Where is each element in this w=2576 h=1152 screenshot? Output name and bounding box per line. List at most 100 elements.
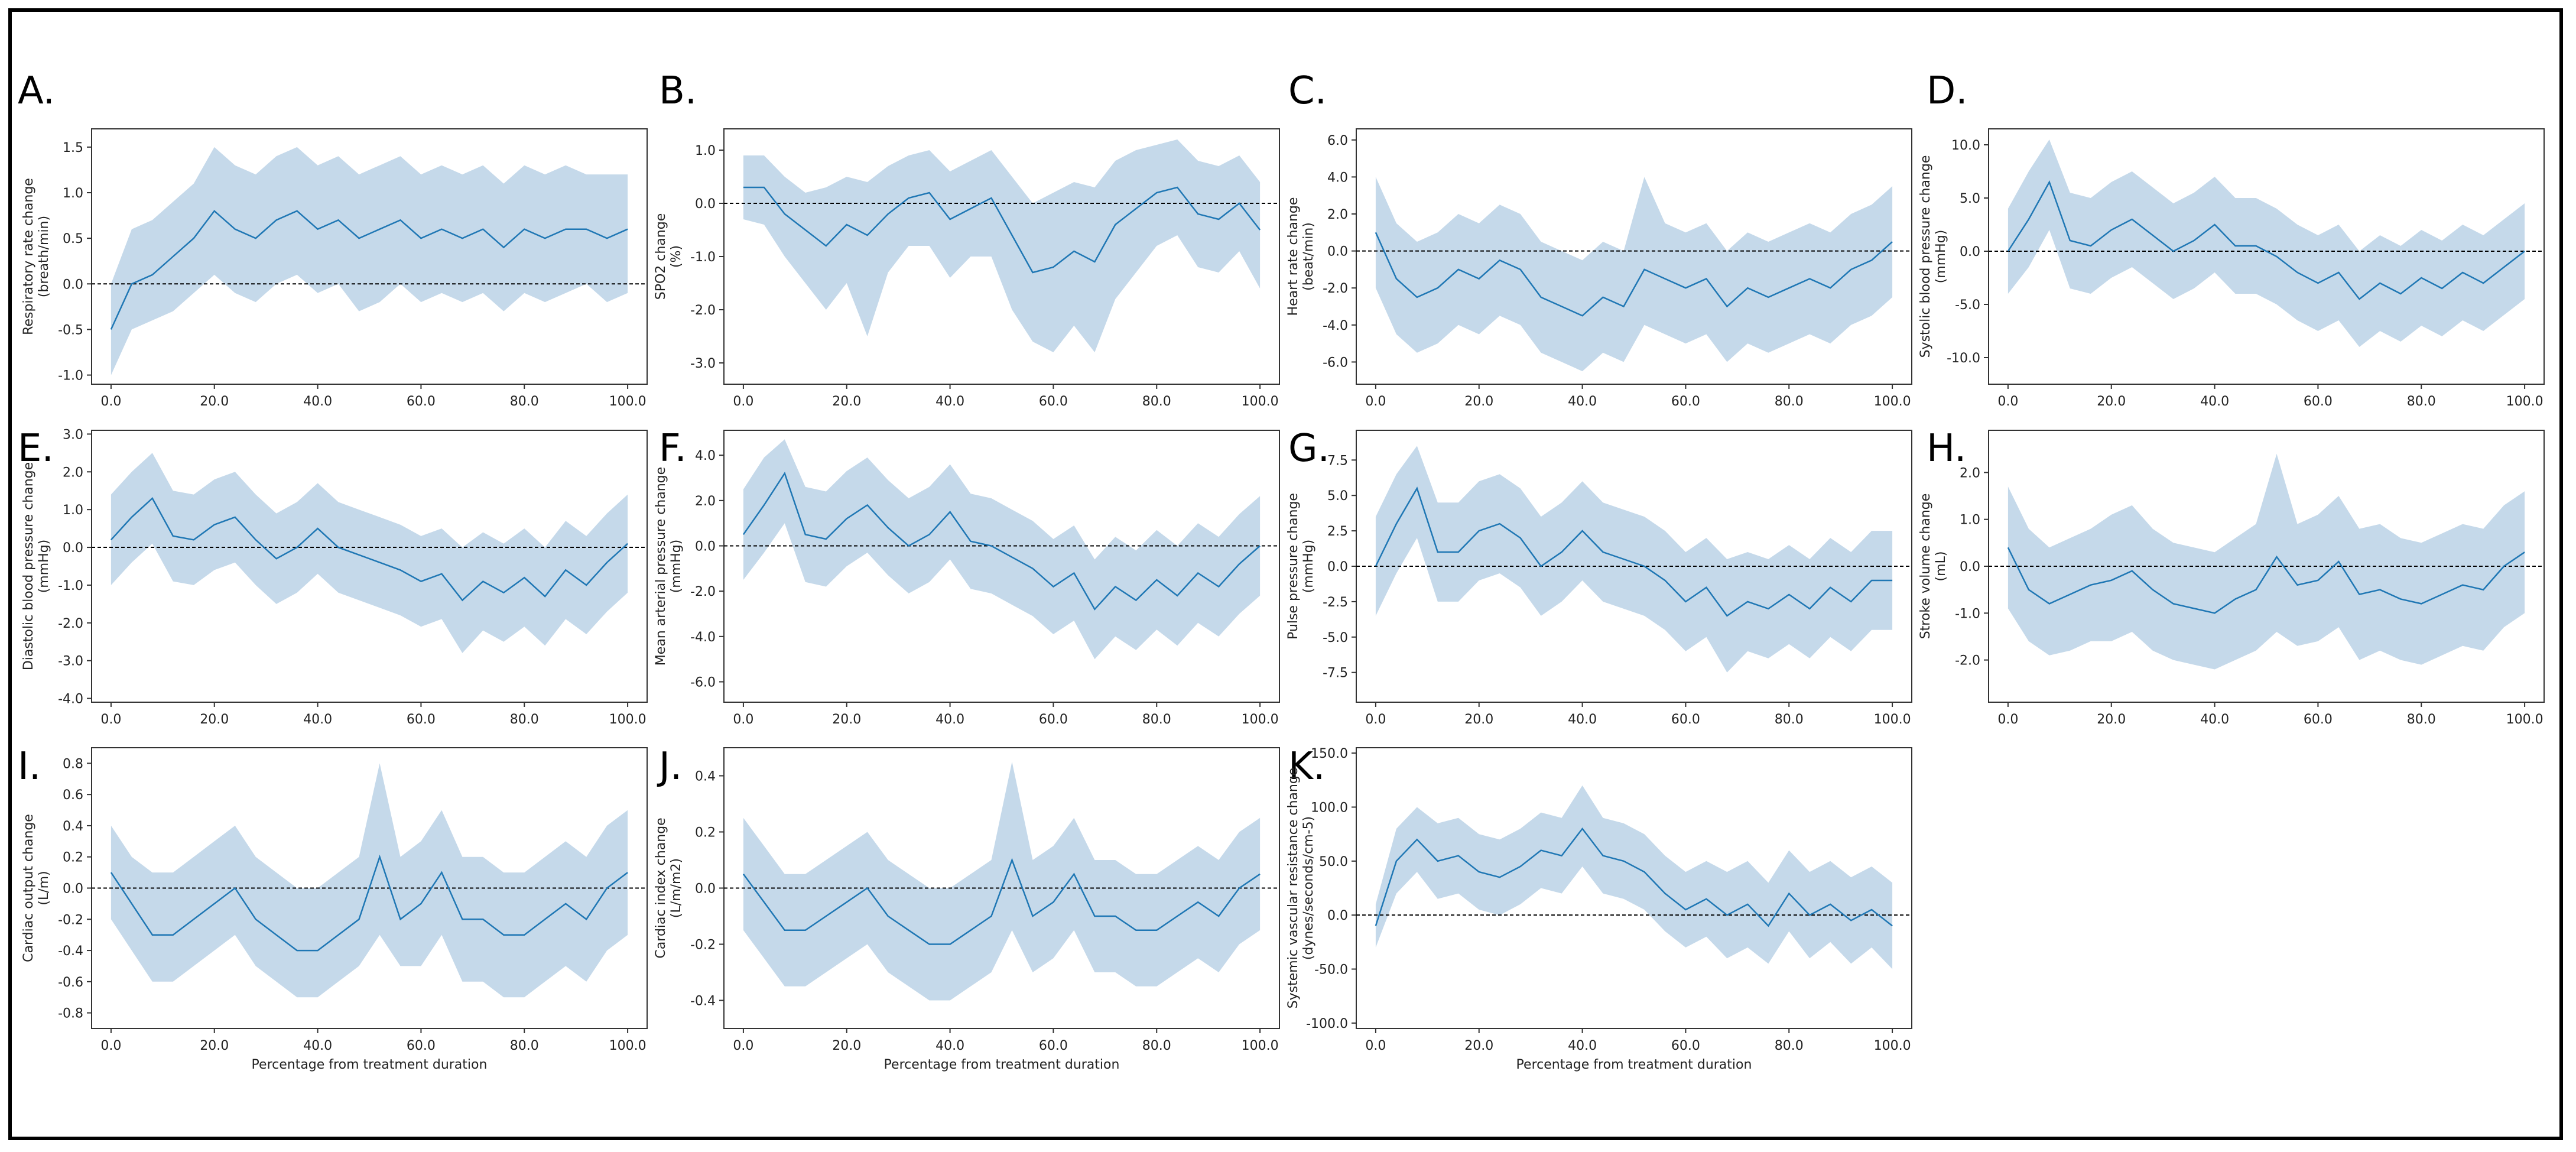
x-tick-label: 60.0 [1671,394,1700,409]
y-tick-label: -7.5 [1323,666,1348,681]
mean-line [2007,180,2525,300]
x-tick-label: 20.0 [832,394,861,409]
x-tick-label: 20.0 [200,1039,229,1053]
y-tick-label: -6.0 [690,676,716,690]
y-tick-label: -0.2 [690,938,716,953]
x-tick-label: 20.0 [2097,712,2126,727]
y-tick-label: 0.4 [695,770,716,784]
x-tick-label: 100.0 [1874,1039,1911,1053]
x-tick-label: 20.0 [1464,1039,1493,1053]
mean-line [1375,486,1893,617]
confidence-band [111,763,628,998]
y-tick-label: 0.2 [63,851,83,865]
y-tick-label: 50.0 [1319,855,1348,869]
axes-frame [1356,128,1912,385]
x-tick-label: 80.0 [510,394,539,409]
mean-line [2007,547,2525,614]
x-tick-label: 20.0 [832,1039,861,1053]
y-tick-label: -0.4 [690,994,716,1009]
chart-panel-c: C. 0.0 20.0 40.0 60.0 80.0 100.0 -6.0 -4.0 -2.0 0.… [1286,69,1912,409]
mean-line [743,186,1261,274]
x-tick-label: 20.0 [2097,394,2126,409]
y-tick-label: -5.0 [1955,298,1980,313]
y-tick-label: 0.0 [1327,245,1348,259]
y-tick-label: -10.0 [1947,351,1980,366]
y-tick-label: 1.0 [63,186,83,201]
x-tick-label: 20.0 [1464,712,1493,727]
y-axis-label: Stroke volume change(mL) [1918,494,1948,640]
y-tick-label: 0.0 [695,540,716,554]
y-tick-label: 10.0 [1951,138,1980,153]
y-tick-label: -2.0 [58,616,83,631]
x-tick-label: 0.0 [100,1039,121,1053]
y-tick-label: 0.0 [1960,245,1980,259]
x-tick-label: 40.0 [1568,1039,1597,1053]
confidence-band [1375,785,1893,969]
panel-letter: F. [659,427,687,470]
x-tick-label: 20.0 [200,394,229,409]
y-tick-label: 0.0 [63,277,83,292]
confidence-band [743,761,1261,1001]
y-tick-label: -3.0 [690,356,716,371]
y-tick-label: -0.5 [58,323,83,338]
mean-line [110,497,628,602]
chart-panel-j: J. 0.0 20.0 40.0 60.0 80.0 100.0 -0.4 -0.2 0.0 0.2… [654,745,1280,1072]
x-tick-label: 80.0 [1142,1039,1171,1053]
axes-frame [91,430,648,703]
y-tick-label: -2.0 [690,303,716,318]
x-tick-label: 100.0 [609,1039,647,1053]
y-tick-label: 3.0 [63,427,83,442]
x-tick-label: 60.0 [1039,394,1068,409]
x-tick-label: 100.0 [1242,712,1279,727]
x-tick-label: 0.0 [1997,712,2018,727]
y-tick-label: -6.0 [1323,355,1348,370]
y-axis-label: Cardiac output change(L/m) [21,814,51,962]
x-tick-label: 100.0 [2506,712,2543,727]
x-tick-label: 60.0 [407,1039,436,1053]
y-tick-label: -4.0 [58,692,83,707]
y-tick-label: 1.0 [63,503,83,518]
x-tick-label: 80.0 [510,712,539,727]
x-tick-label: 60.0 [1039,1039,1068,1053]
x-tick-label: 80.0 [2407,712,2436,727]
y-axis-label: Diastolic blood pressure change(mmHg) [21,462,51,670]
mean-line [110,210,628,330]
y-tick-label: 2.5 [1327,524,1348,539]
y-tick-label: 0.2 [695,826,716,841]
x-tick-label: 0.0 [100,394,121,409]
x-tick-label: 80.0 [1775,394,1804,409]
x-axis-label: Percentage from treatment duration [252,1057,488,1072]
x-tick-label: 60.0 [2304,712,2333,727]
x-tick-label: 60.0 [1671,1039,1700,1053]
y-tick-label: 6.0 [1327,134,1348,148]
y-tick-label: -2.0 [690,585,716,599]
x-tick-label: 80.0 [510,1039,539,1053]
x-tick-label: 20.0 [200,712,229,727]
x-tick-label: 100.0 [1874,394,1911,409]
panel-letter: A. [18,69,55,113]
chart-panel-b: B. 0.0 20.0 40.0 60.0 80.0 100.0 -3.0 -2.0 -1.0 0.… [654,69,1280,409]
x-tick-label: 0.0 [1997,394,2018,409]
x-tick-label: 0.0 [733,394,753,409]
panel-letter: G. [1288,427,1330,470]
x-tick-label: 20.0 [832,712,861,727]
y-tick-label: 5.0 [1327,489,1348,504]
confidence-band [1375,177,1893,372]
mean-line [742,471,1261,611]
x-tick-label: 0.0 [733,1039,753,1053]
y-tick-label: -0.8 [58,1007,83,1021]
x-tick-label: 40.0 [2200,394,2229,409]
y-tick-label: 1.0 [1960,513,1980,528]
chart-panel-a: A. 0.0 20.0 40.0 60.0 80.0 100.0 -1.0 -0.5 0.0 0.5… [18,69,648,409]
y-tick-label: 150.0 [1311,747,1348,761]
y-tick-label: -4.0 [690,630,716,645]
panel-letter: B. [659,69,697,113]
y-tick-label: -2.0 [1323,281,1348,296]
y-tick-label: 5.0 [1960,192,1980,206]
y-axis-label: Mean arterial pressure change(mmHg) [654,467,684,666]
panel-letter: I. [18,745,41,788]
panel-letter: C. [1288,69,1327,113]
axes-frame [1988,128,2545,385]
x-tick-label: 40.0 [1568,394,1597,409]
